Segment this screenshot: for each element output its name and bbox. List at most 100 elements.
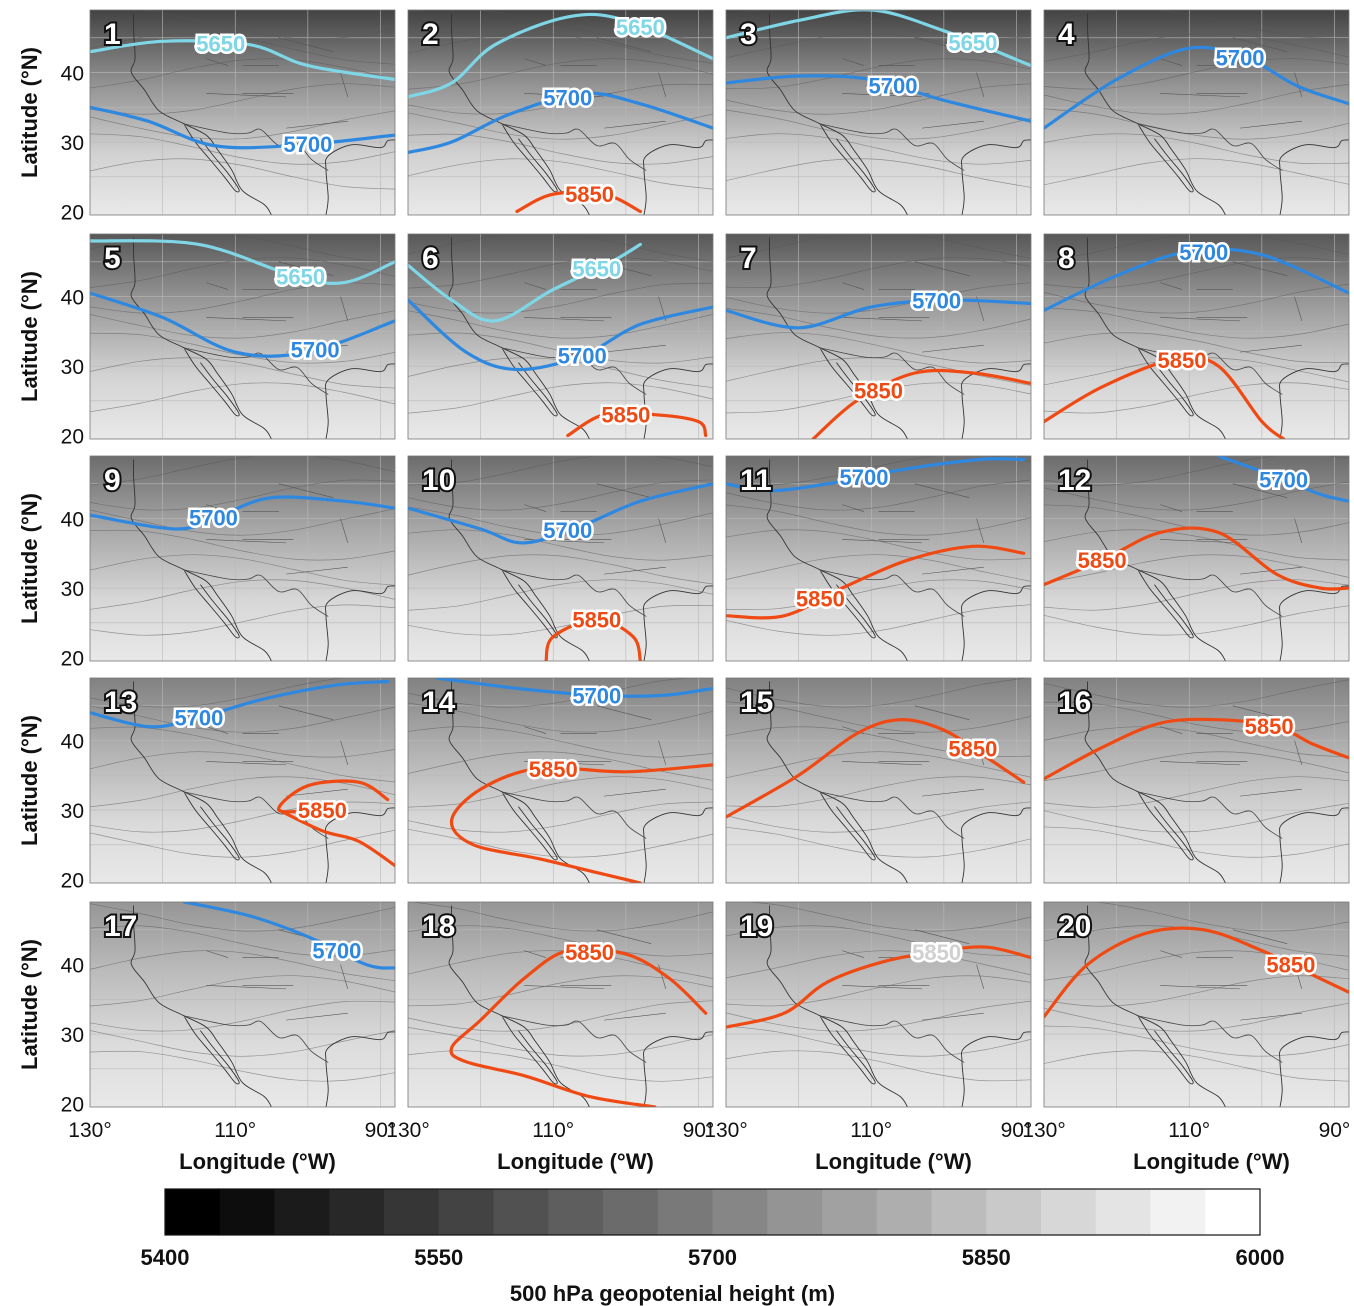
colorbar-swatch	[1041, 1189, 1097, 1235]
y-tick-label: 40	[61, 509, 84, 532]
colorbar-swatch	[384, 1189, 440, 1235]
contour-5650	[90, 39, 395, 82]
panel-frame	[725, 455, 1032, 662]
panel-frame	[407, 233, 714, 440]
gulf-coast	[325, 1031, 395, 1107]
coastline	[130, 237, 272, 439]
thin-contour	[408, 133, 713, 165]
contour-label: 5650	[616, 15, 665, 40]
map-panel-3: 5650 5700 3	[725, 9, 1032, 216]
baja-coast	[184, 792, 240, 861]
contour-5850	[726, 544, 1026, 620]
contour-5700	[408, 482, 713, 545]
panel-number: 9	[104, 464, 121, 497]
y-tick-label: 30	[61, 132, 84, 155]
contour-5700	[1044, 247, 1349, 312]
state-line	[278, 37, 334, 52]
colorbar-tick-label: 5400	[141, 1245, 190, 1270]
thin-contour	[1044, 58, 1349, 90]
map-panel-16: 5850 16	[1043, 677, 1350, 884]
contour-label: 5850	[565, 182, 614, 207]
x-tick-label: 110°	[850, 1119, 892, 1142]
y-tick-label: 30	[61, 356, 84, 379]
thin-contour	[90, 801, 395, 833]
thin-contour	[408, 456, 713, 486]
thin-contour	[1044, 802, 1349, 833]
state-line	[658, 740, 667, 765]
thin-contour	[90, 1030, 395, 1057]
state-line	[604, 344, 666, 353]
border	[820, 791, 965, 839]
gulf-coast	[961, 585, 1031, 661]
state-line	[976, 964, 985, 989]
thin-contour	[408, 357, 713, 389]
thin-contour	[726, 257, 1031, 289]
state-line	[340, 518, 349, 543]
thin-contour	[90, 479, 395, 511]
map-panel-11: 5700 5850 11	[725, 455, 1032, 662]
contour-5700	[435, 678, 713, 698]
border	[1138, 569, 1283, 617]
x-axis-label: Longitude (°W)	[815, 1149, 972, 1174]
state-line	[206, 950, 229, 958]
state-line	[604, 566, 666, 575]
height-field	[408, 10, 713, 215]
colorbar-swatch	[219, 1189, 275, 1235]
contour-5650	[90, 239, 395, 286]
state-line	[596, 37, 652, 52]
baja-coast	[502, 1016, 558, 1085]
coastline	[130, 905, 272, 1107]
coastline	[1084, 13, 1226, 215]
state-line	[1160, 985, 1241, 990]
contour-label: 5700	[174, 706, 223, 731]
panel-number: 7	[740, 242, 757, 275]
thin-contour	[408, 554, 713, 585]
coastline	[766, 237, 908, 439]
thin-contour	[726, 479, 1031, 511]
border	[184, 569, 329, 617]
colorbar-swatch	[657, 1189, 713, 1235]
thin-contour	[408, 776, 713, 808]
colorbar-tick-label: 5550	[414, 1245, 463, 1270]
panel-frame	[407, 901, 714, 1108]
thin-contour	[726, 950, 1031, 979]
contour-5850	[449, 947, 708, 1107]
x-tick-label: 130°	[386, 1119, 429, 1142]
coastline	[1084, 905, 1226, 1107]
thin-contour	[726, 751, 1031, 779]
contour-5700	[182, 902, 395, 970]
contour-label: 5850	[298, 798, 347, 823]
state-line	[1294, 740, 1303, 765]
panel-number: 6	[422, 242, 439, 275]
state-line	[524, 58, 547, 66]
map-panel-1: 5650 5700 1	[89, 9, 396, 216]
thin-contour	[408, 58, 713, 90]
state-line	[340, 964, 349, 989]
thin-contour	[726, 357, 1031, 386]
thin-contour	[726, 701, 1031, 733]
state-line	[596, 705, 652, 720]
thin-contour	[90, 1000, 395, 1032]
thin-contour	[90, 382, 395, 413]
baja-coast	[184, 124, 240, 193]
map-panel-17: 5700 17	[89, 901, 396, 1108]
panel-frame	[407, 9, 714, 216]
thin-contour	[90, 678, 349, 708]
state-line	[842, 985, 923, 990]
panel-number: 17	[104, 910, 137, 943]
thin-contour	[1044, 1050, 1349, 1082]
panel-frame	[89, 233, 396, 440]
state-line	[206, 93, 287, 98]
contour-label: 5650	[948, 30, 997, 55]
colorbar-swatch	[274, 1189, 330, 1235]
contour-label: 5850	[912, 940, 961, 965]
colorbar-tick-label: 5700	[688, 1245, 737, 1270]
baja-coast	[184, 570, 240, 639]
border	[502, 569, 647, 617]
thin-contour	[1044, 33, 1349, 62]
thin-contour	[1044, 158, 1349, 186]
colorbar-swatch	[822, 1189, 878, 1235]
contour-5700	[726, 74, 1031, 123]
border	[1138, 123, 1283, 171]
panel-frame	[1043, 677, 1350, 884]
